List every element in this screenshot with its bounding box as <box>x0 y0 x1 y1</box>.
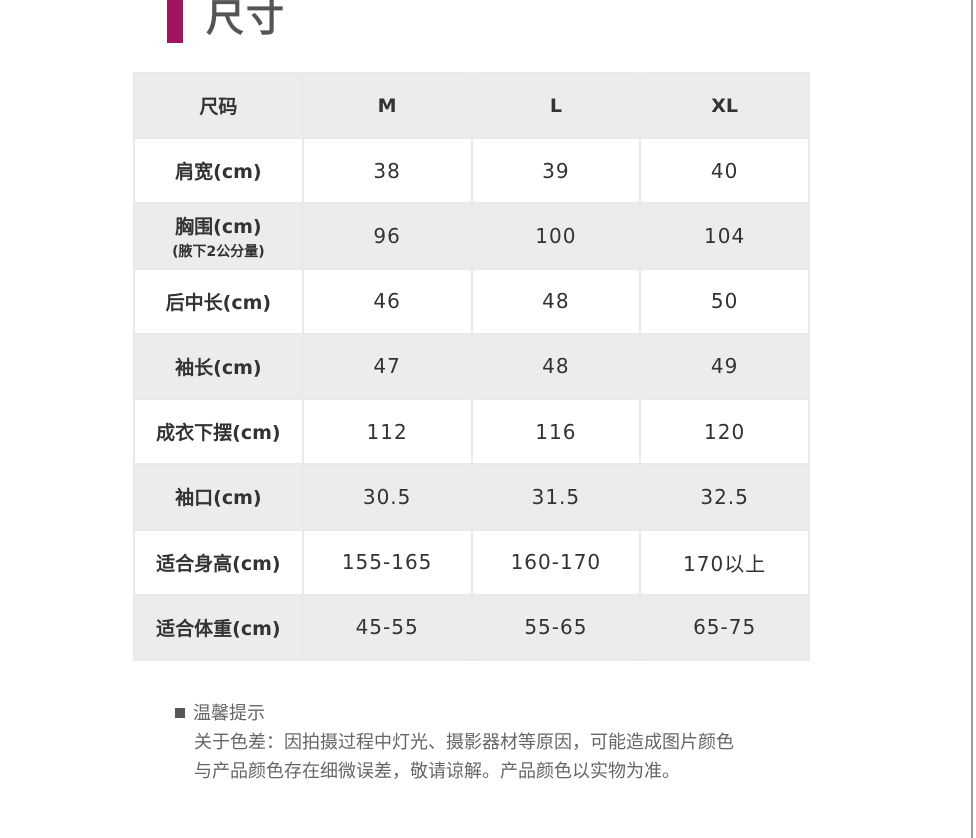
value-cell: 49 <box>641 334 808 399</box>
value-cell: 104 <box>641 204 808 268</box>
value-cell: 112 <box>303 400 471 464</box>
title-accent-bar <box>167 0 183 43</box>
square-bullet-icon <box>175 708 185 718</box>
row-label: 后中长(cm) <box>165 291 272 314</box>
row-label: 适合身高(cm) <box>156 552 281 575</box>
row-label-cell: 适合体重(cm) <box>135 595 302 659</box>
tips-line-2: 与产品颜色存在细微误差，敬请谅解。产品颜色以实物为准。 <box>194 761 680 782</box>
value-cell: 32.5 <box>641 465 808 529</box>
value-cell: 160-170 <box>472 530 640 594</box>
value-cell: 55-65 <box>472 595 640 659</box>
table-row: 成衣下摆(cm) 112 116 120 <box>135 400 808 464</box>
value-cell: 39 <box>472 139 640 203</box>
table-row: 袖口(cm) 30.5 31.5 32.5 <box>135 465 808 529</box>
value-cell: 48 <box>472 269 640 333</box>
row-label: 成衣下摆(cm) <box>156 422 281 445</box>
tips-heading: 温馨提示 <box>193 703 265 724</box>
tips-heading-row: 温馨提示 <box>175 699 734 728</box>
table-row: 适合体重(cm) 45-55 55-65 65-75 <box>135 595 808 659</box>
tips-line-1: 关于色差：因拍摄过程中灯光、摄影器材等原因，可能造成图片颜色 <box>194 732 734 753</box>
page-title: 尺寸 <box>206 0 287 40</box>
value-cell: 155-165 <box>303 530 471 594</box>
right-divider-line <box>971 0 973 838</box>
row-label: 适合体重(cm) <box>156 617 281 640</box>
value-cell: 47 <box>303 334 471 399</box>
tips-section: 温馨提示 关于色差：因拍摄过程中灯光、摄影器材等原因，可能造成图片颜色 与产品颜… <box>175 699 734 786</box>
row-label-cell: 肩宽(cm) <box>135 139 302 203</box>
header-cell-xl: XL <box>641 74 808 138</box>
table-row: 适合身高(cm) 155-165 160-170 170以上 <box>135 530 808 594</box>
header-cell-l: L <box>472 74 640 138</box>
row-label-note: (腋下2公分量) <box>172 243 265 260</box>
value-cell: 96 <box>303 204 471 268</box>
table-row: 后中长(cm) 46 48 50 <box>135 269 808 333</box>
table-header-row: 尺码 M L XL <box>135 74 808 138</box>
table-row: 胸围(cm) (腋下2公分量) 96 100 104 <box>135 204 808 268</box>
row-label: 袖长(cm) <box>175 356 262 379</box>
row-label-cell: 胸围(cm) (腋下2公分量) <box>135 204 302 268</box>
row-label-cell: 后中长(cm) <box>135 269 302 333</box>
value-cell: 48 <box>472 334 640 399</box>
row-label-cell: 适合身高(cm) <box>135 530 302 594</box>
row-label: 袖口(cm) <box>175 487 262 510</box>
size-chart-table: 尺码 M L XL 肩宽(cm) 38 39 40 胸围(cm) (腋下2公分量) 96 10… <box>133 72 810 661</box>
value-cell: 116 <box>472 400 640 464</box>
value-cell: 46 <box>303 269 471 333</box>
row-label-cell: 袖长(cm) <box>135 334 302 399</box>
value-cell: 120 <box>641 400 808 464</box>
value-cell: 45-55 <box>303 595 471 659</box>
value-cell: 65-75 <box>641 595 808 659</box>
value-cell: 50 <box>641 269 808 333</box>
table-row: 袖长(cm) 47 48 49 <box>135 334 808 399</box>
value-cell: 30.5 <box>303 465 471 529</box>
row-label: 肩宽(cm) <box>175 161 262 184</box>
row-label: 胸围(cm) <box>175 215 262 238</box>
value-cell: 31.5 <box>472 465 640 529</box>
header-cell-size: 尺码 <box>135 74 302 138</box>
value-cell: 100 <box>472 204 640 268</box>
value-cell: 170以上 <box>641 530 808 594</box>
row-label-cell: 袖口(cm) <box>135 465 302 529</box>
header-cell-m: M <box>303 74 471 138</box>
value-cell: 38 <box>303 139 471 203</box>
row-label-cell: 成衣下摆(cm) <box>135 400 302 464</box>
table-row: 肩宽(cm) 38 39 40 <box>135 139 808 203</box>
value-cell: 40 <box>641 139 808 203</box>
